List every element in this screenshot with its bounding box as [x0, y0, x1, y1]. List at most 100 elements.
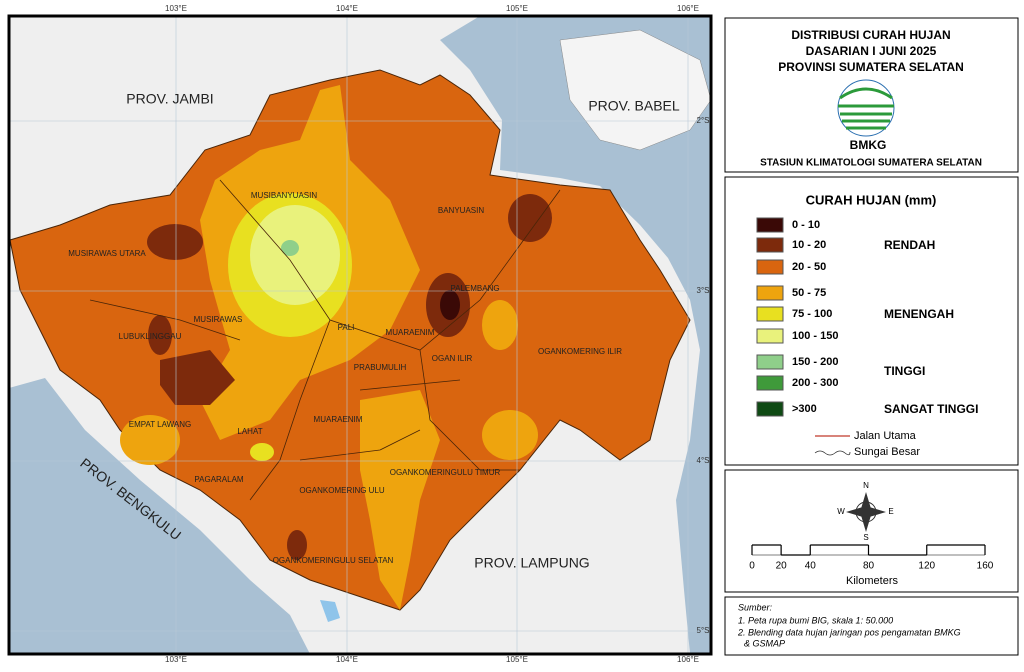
source-title: Sumber: [738, 602, 773, 612]
legend-label: 0 - 10 [792, 219, 820, 231]
legend-swatch [756, 354, 784, 370]
scale-tick-label: 40 [805, 561, 817, 572]
legend-swatch [756, 237, 784, 253]
legend-label: 50 - 75 [792, 287, 826, 299]
lake [320, 600, 340, 622]
scale-segment [809, 544, 869, 555]
regency-label: OGANKOMERINGULU SELATAN [273, 556, 394, 565]
regency-label: LAHAT [237, 427, 262, 436]
lat-label: 3°S [697, 286, 710, 295]
lon-label: 105°E [506, 4, 528, 13]
zone-150-200 [281, 240, 299, 256]
lon-label: 103°E [165, 4, 187, 13]
zone-50-75 [482, 410, 538, 460]
province-label: PROV. LAMPUNG [474, 555, 589, 571]
regency-label: PRABUMULIH [354, 363, 407, 372]
scale-segment [751, 544, 782, 555]
title: DISTRIBUSI CURAH HUJAN [791, 28, 950, 42]
compass-label: N [863, 481, 869, 490]
zone-50-75 [360, 390, 440, 610]
regency-label: LUBUKLINGGAU [119, 332, 182, 341]
legend-swatch [756, 259, 784, 275]
regency-label: MUSIBANYUASIN [251, 191, 317, 200]
scale-segment [926, 544, 985, 555]
regency-label: OGAN ILIR [432, 354, 473, 363]
compass-rose [846, 492, 886, 532]
compass: N S W E [837, 481, 893, 542]
lat-label: 2°S [697, 116, 710, 125]
regency-label: OGANKOMERING ILIR [538, 347, 622, 356]
source-note: & GSMAP [744, 638, 785, 648]
regency-label: BANYUASIN [438, 206, 484, 215]
legend-category: SANGAT TINGGI [884, 402, 978, 416]
sea-west [9, 378, 310, 654]
regency-label: MUSIRAWAS [194, 315, 243, 324]
regency-label: OGANKOMERINGULU TIMUR [390, 468, 501, 477]
legend-label: 20 - 50 [792, 261, 826, 273]
zone-10-20 [508, 194, 552, 242]
zone-0-10 [440, 290, 460, 320]
regency-label: PALI [338, 323, 355, 332]
station: STASIUN KLIMATOLOGI SUMATERA SELATAN [760, 158, 982, 169]
legend-label: 200 - 300 [792, 377, 838, 389]
regency-label: EMPAT LAWANG [129, 420, 192, 429]
scale-tick-label: 80 [863, 561, 875, 572]
legend-label: >300 [792, 403, 817, 415]
lat-label: 5°S [697, 626, 710, 635]
legend-label: 75 - 100 [792, 308, 832, 320]
legend-swatch [756, 328, 784, 344]
scale-tick-label: 20 [776, 561, 788, 572]
scale-unit: Kilometers [846, 575, 898, 587]
compass-ring [855, 501, 877, 523]
legend-swatch [756, 401, 784, 417]
logo-text: BMKG [850, 138, 887, 152]
province-label: PROV. BABEL [588, 98, 680, 114]
scale-tick-label: 120 [918, 561, 935, 572]
legend-swatch [756, 306, 784, 322]
title: DASARIAN I JUNI 2025 [806, 44, 937, 58]
lon-label: 106°E [677, 4, 699, 13]
zone-50-75 [120, 415, 180, 465]
regency-label: MUARAENIM [314, 415, 363, 424]
lon-label: 105°E [506, 655, 528, 664]
legend-label: 150 - 200 [792, 356, 838, 368]
island-babel [559, 29, 712, 151]
zone-10-20 [160, 350, 235, 405]
province-label: PROV. JAMBI [126, 91, 213, 107]
zone-10-20 [287, 530, 307, 560]
boundary [89, 179, 561, 501]
legend-label: 10 - 20 [792, 239, 826, 251]
regency-label: PAGARALAM [194, 475, 244, 484]
zone-100-150 [250, 205, 340, 305]
legend-swatch [756, 285, 784, 301]
lon-label: 103°E [165, 655, 187, 664]
regency-label: MUSIRAWAS UTARA [68, 249, 146, 258]
compass-label: S [863, 533, 868, 542]
legend-category: RENDAH [884, 238, 935, 252]
map: 103°E 104°E 105°E 106°E 103°E 104°E 105°… [7, 4, 713, 664]
regency-label: OGANKOMERING ULU [299, 486, 385, 495]
scale-box [724, 469, 1019, 593]
regency-label: MUARAENIM [386, 328, 435, 337]
zone-50-75 [482, 300, 518, 350]
zone-75-100 [250, 443, 274, 461]
source-note: 2. Blending data hujan jaringan pos peng… [737, 627, 961, 637]
legend-line-label: Sungai Besar [854, 446, 920, 458]
lat-label: 4°S [697, 456, 710, 465]
compass-label: E [888, 507, 893, 516]
legend-line-label: Jalan Utama [854, 430, 917, 442]
source-note: 1. Peta rupa bumi BIG, skala 1: 50.000 [738, 615, 893, 625]
title: PROVINSI SUMATERA SELATAN [778, 60, 964, 74]
legend-title: CURAH HUJAN (mm) [806, 192, 937, 207]
lon-label: 104°E [336, 4, 358, 13]
legend-category: TINGGI [884, 364, 925, 378]
logo-stripes [838, 87, 894, 130]
lon-label: 106°E [677, 655, 699, 664]
scale-tick-label: 160 [977, 561, 994, 572]
source-box [724, 596, 1019, 656]
lon-label: 104°E [336, 655, 358, 664]
zone-10-20 [147, 224, 203, 260]
legend-label: 100 - 150 [792, 330, 838, 342]
zone-10-20 [148, 315, 172, 355]
